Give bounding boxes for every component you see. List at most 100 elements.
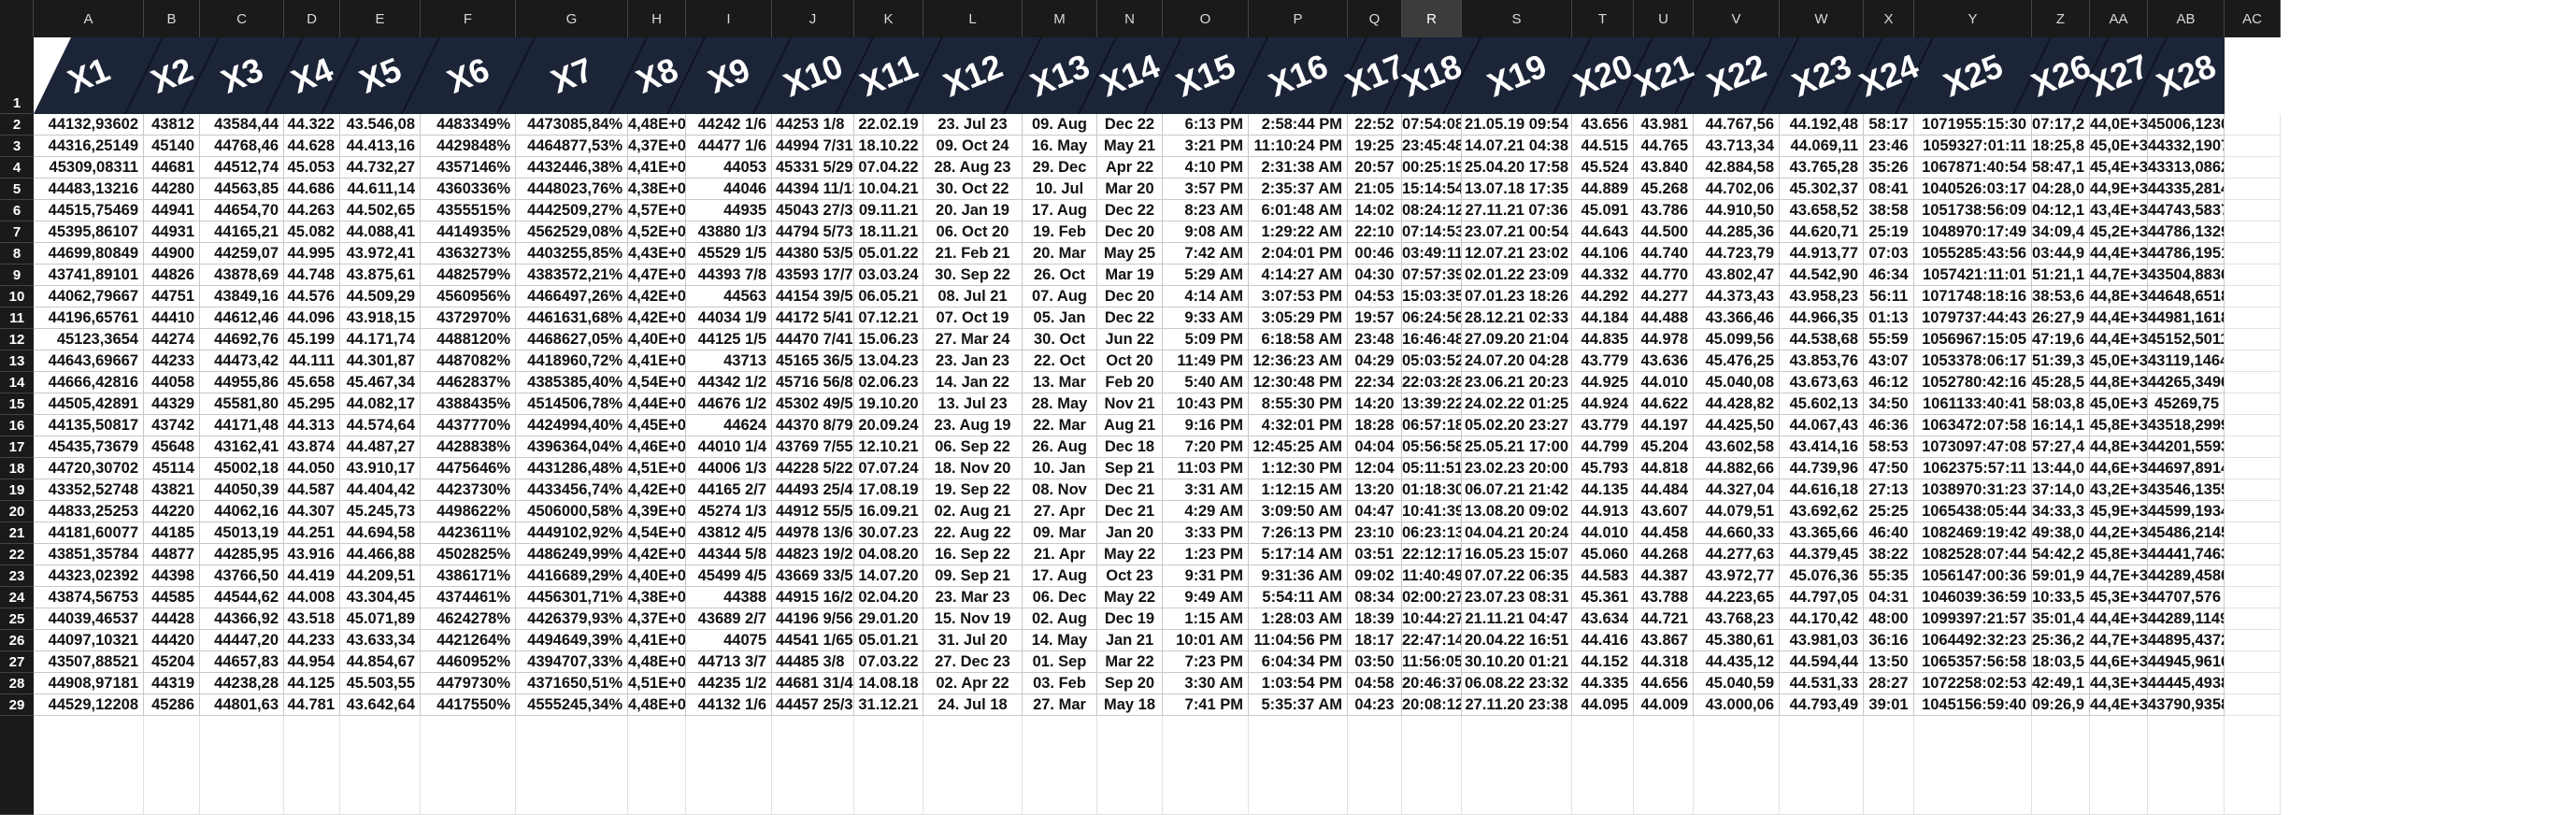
cell-w2[interactable]: 44.192,48 (1780, 114, 1864, 136)
cell-j8[interactable]: 44380 53/57 (772, 243, 854, 265)
cell-m28[interactable]: 03. Feb (1023, 673, 1097, 694)
cell-c2[interactable]: 43584,44 (200, 114, 284, 136)
cell-q18[interactable]: 12:04 (1348, 458, 1402, 479)
cell-x11[interactable]: 01:13 (1864, 307, 1914, 329)
cell-v10[interactable]: 44.373,43 (1694, 286, 1780, 307)
cell-z8[interactable]: 03:44,9 (2032, 243, 2090, 265)
cell-c11[interactable]: 44612,46 (200, 307, 284, 329)
row-header-27[interactable]: 27 (0, 651, 34, 673)
cell-p9[interactable]: 4:14:27 AM (1249, 265, 1348, 286)
cell-a8[interactable]: 44699,80849 (34, 243, 144, 265)
cell-o27[interactable]: 7:23 PM (1163, 651, 1249, 673)
cell-empty-row-30[interactable] (516, 716, 628, 815)
cell-w17[interactable]: 43.414,16 (1780, 436, 1864, 458)
cell-o8[interactable]: 7:42 AM (1163, 243, 1249, 265)
cell-b7[interactable]: 44931 (144, 222, 200, 243)
cell-s5[interactable]: 13.07.18 17:35 (1462, 179, 1572, 200)
cell-r21[interactable]: 06:23:13 (1402, 522, 1462, 544)
cell-p7[interactable]: 1:29:22 AM (1249, 222, 1348, 243)
cell-i4[interactable]: 44053 (686, 157, 772, 179)
cell-s28[interactable]: 06.08.22 23:32 (1462, 673, 1572, 694)
cell-b14[interactable]: 44058 (144, 372, 200, 393)
cell-g22[interactable]: 4486249,99% (516, 544, 628, 565)
cell-k22[interactable]: 04.08.20 (854, 544, 923, 565)
cell-f29[interactable]: 4417550% (421, 694, 516, 716)
cell-b10[interactable]: 44751 (144, 286, 200, 307)
cell-v13[interactable]: 45.476,25 (1694, 350, 1780, 372)
cell-s2[interactable]: 21.05.19 09:54 (1462, 114, 1572, 136)
cell-u6[interactable]: 43.786 (1634, 200, 1694, 222)
cell-empty-row-30[interactable] (284, 716, 340, 815)
cell-b13[interactable]: 44233 (144, 350, 200, 372)
cell-v6[interactable]: 44.910,50 (1694, 200, 1780, 222)
cell-m17[interactable]: 26. Aug (1023, 436, 1097, 458)
row-header-25[interactable]: 25 (0, 608, 34, 630)
cell-g21[interactable]: 4449102,92% (516, 522, 628, 544)
cell-r24[interactable]: 02:00:27 (1402, 587, 1462, 608)
cell-v27[interactable]: 44.435,12 (1694, 651, 1780, 673)
cell-z28[interactable]: 42:49,1 (2032, 673, 2090, 694)
cell-e10[interactable]: 44.509,29 (340, 286, 421, 307)
cell-empty-row-30[interactable] (1348, 716, 1402, 815)
cell-y13[interactable]: 1053378:06:17 (1914, 350, 2032, 372)
cell-v23[interactable]: 43.972,77 (1694, 565, 1780, 587)
cell-v16[interactable]: 44.425,50 (1694, 415, 1780, 436)
cell-s9[interactable]: 02.01.22 23:09 (1462, 265, 1572, 286)
cell-h13[interactable]: 4,41E+04 (628, 350, 686, 372)
cell-aa13[interactable]: 45,0E+3 (2090, 350, 2148, 372)
cell-r19[interactable]: 01:18:30 (1402, 479, 1462, 501)
cell-s7[interactable]: 23.07.21 00:54 (1462, 222, 1572, 243)
cell-d15[interactable]: 45.295 (284, 393, 340, 415)
cell-m27[interactable]: 01. Sep (1023, 651, 1097, 673)
cell-u7[interactable]: 44.500 (1634, 222, 1694, 243)
cell-l26[interactable]: 31. Jul 20 (923, 630, 1023, 651)
cell-b4[interactable]: 44681 (144, 157, 200, 179)
cell-x22[interactable]: 38:22 (1864, 544, 1914, 565)
cell-aa4[interactable]: 45,4E+3 (2090, 157, 2148, 179)
cell-j27[interactable]: 44485 3/8 (772, 651, 854, 673)
cell-i15[interactable]: 44676 1/2 (686, 393, 772, 415)
cell-y9[interactable]: 1057421:11:01 (1914, 265, 2032, 286)
cell-t17[interactable]: 44.799 (1572, 436, 1634, 458)
cell-j17[interactable]: 43769 7/55 (772, 436, 854, 458)
cell-i27[interactable]: 44713 3/7 (686, 651, 772, 673)
cell-r13[interactable]: 05:03:52 (1402, 350, 1462, 372)
cell-x12[interactable]: 55:59 (1864, 329, 1914, 350)
cell-v18[interactable]: 44.882,66 (1694, 458, 1780, 479)
cell-z7[interactable]: 34:09,4 (2032, 222, 2090, 243)
cell-j11[interactable]: 44172 5/41 (772, 307, 854, 329)
cell-x23[interactable]: 55:35 (1864, 565, 1914, 587)
cell-p13[interactable]: 12:36:23 AM (1249, 350, 1348, 372)
cell-g28[interactable]: 4371650,51% (516, 673, 628, 694)
row-header-20[interactable]: 20 (0, 501, 34, 522)
cell-l10[interactable]: 08. Jul 21 (923, 286, 1023, 307)
row-header-29[interactable]: 29 (0, 694, 34, 716)
cell-z2[interactable]: 07:17,2 (2032, 114, 2090, 136)
cell-o20[interactable]: 4:29 AM (1163, 501, 1249, 522)
cell-empty-row-30[interactable] (1163, 716, 1249, 815)
cell-x13[interactable]: 43:07 (1864, 350, 1914, 372)
cell-e27[interactable]: 44.854,67 (340, 651, 421, 673)
cell-c29[interactable]: 44801,63 (200, 694, 284, 716)
cell-q21[interactable]: 23:10 (1348, 522, 1402, 544)
cell-w13[interactable]: 43.853,76 (1780, 350, 1864, 372)
row-header-1[interactable]: 1 (0, 37, 34, 114)
cell-f17[interactable]: 4428838% (421, 436, 516, 458)
cell-w21[interactable]: 43.365,66 (1780, 522, 1864, 544)
cell-u20[interactable]: 43.607 (1634, 501, 1694, 522)
cell-h28[interactable]: 4,51E+04 (628, 673, 686, 694)
cell-ab6[interactable]: 44743,58379 (2148, 200, 2225, 222)
cell-t4[interactable]: 45.524 (1572, 157, 1634, 179)
cell-ab11[interactable]: 44981,16186 (2148, 307, 2225, 329)
cell-a9[interactable]: 43741,89101 (34, 265, 144, 286)
column-header-w[interactable]: W (1780, 0, 1864, 37)
cell-y26[interactable]: 1064492:32:23 (1914, 630, 2032, 651)
cell-y14[interactable]: 1052780:42:16 (1914, 372, 2032, 393)
cell-empty-row-30[interactable] (2032, 716, 2090, 815)
cell-a18[interactable]: 44720,30702 (34, 458, 144, 479)
cell-z21[interactable]: 49:38,0 (2032, 522, 2090, 544)
cell-ab15[interactable]: 45269,75 (2148, 393, 2225, 415)
cell-u11[interactable]: 44.488 (1634, 307, 1694, 329)
cell-q26[interactable]: 18:17 (1348, 630, 1402, 651)
cell-h17[interactable]: 4,46E+04 (628, 436, 686, 458)
